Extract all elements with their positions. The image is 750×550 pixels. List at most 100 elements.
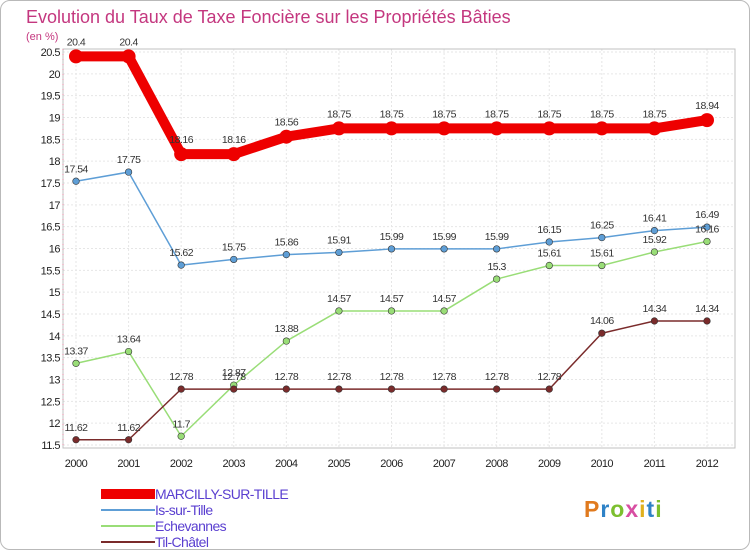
data-label: 14.57: [432, 293, 456, 305]
y-tick-label: 19: [49, 113, 61, 125]
data-label: 12.78: [432, 371, 456, 383]
data-label: 12.87: [222, 367, 246, 379]
data-point: [489, 121, 504, 136]
data-label: 16.25: [590, 220, 614, 232]
data-point: [282, 385, 290, 393]
data-point: [282, 251, 290, 259]
x-tick-label: 2004: [275, 458, 298, 470]
data-point: [230, 385, 238, 393]
data-label: 14.34: [695, 303, 719, 315]
data-label: 18.75: [537, 108, 561, 120]
data-label: 16.49: [695, 209, 719, 221]
data-point: [387, 245, 396, 253]
data-label: 15.99: [432, 231, 456, 243]
y-tick-label: 20: [49, 69, 61, 81]
data-label: 12.78: [485, 371, 509, 383]
data-label: 15.92: [643, 234, 667, 246]
y-tick-label: 19.5: [41, 91, 61, 103]
y-tick-label: 15.5: [41, 265, 61, 277]
data-point: [72, 436, 80, 444]
data-point: [493, 385, 501, 393]
data-labels: 20.4 20.4 18.16 18.16 18.56 18.75 18.75 18.75 18…: [64, 36, 720, 434]
y-tick-label: 13.5: [41, 353, 61, 365]
data-point: [230, 255, 238, 264]
data-label: 18.16: [169, 134, 193, 146]
data-label: 13.88: [274, 323, 298, 335]
data-label: 13.64: [117, 334, 141, 346]
data-label: 16.15: [537, 224, 561, 236]
data-point: [493, 275, 501, 283]
logo-letter: P: [584, 496, 600, 522]
series-layer: [69, 49, 714, 444]
data-point: [72, 359, 80, 367]
data-point: [650, 317, 659, 325]
data-point: [124, 436, 133, 444]
data-label: 20.4: [67, 36, 86, 48]
x-tick-label: 2006: [380, 458, 403, 470]
y-axis-unit: (en %): [26, 31, 58, 43]
data-point: [700, 113, 714, 128]
data-label: 14.57: [327, 293, 351, 305]
data-label: 18.94: [695, 100, 719, 112]
data-label: 11.62: [117, 422, 141, 434]
y-tick-label: 11.5: [41, 440, 60, 452]
x-tick-label: 2012: [696, 458, 719, 470]
data-label: 14.34: [643, 303, 667, 315]
y-tick-label: 17: [49, 200, 61, 212]
data-point: [72, 177, 80, 185]
data-point: [124, 168, 133, 176]
data-label: 15.99: [380, 231, 404, 243]
data-label: 18.75: [590, 108, 614, 120]
y-tick-label: 13: [49, 375, 61, 387]
data-label: 18.75: [485, 108, 509, 120]
data-point: [594, 121, 609, 136]
data-label: 15.61: [590, 248, 614, 260]
y-tick-label: 16.5: [41, 222, 61, 234]
y-tick-label: 20.5: [41, 47, 61, 59]
data-point: [69, 49, 83, 64]
logo-letter: i: [639, 496, 646, 522]
y-tick-label: 12.5: [41, 396, 61, 408]
data-point: [542, 121, 557, 136]
data-label: 15.91: [327, 234, 351, 246]
data-point: [703, 223, 711, 231]
legend-label-0: MARCILLY-SUR-TILLE: [155, 486, 288, 502]
data-point: [331, 121, 346, 136]
data-label: 15.75: [222, 241, 246, 253]
data-point: [226, 147, 241, 162]
data-point: [177, 385, 185, 393]
x-tick-label: 2007: [433, 458, 456, 470]
data-point: [335, 248, 343, 257]
x-tick-label: 2008: [485, 458, 508, 470]
data-label: 20.4: [119, 36, 138, 48]
data-label: 11.62: [65, 422, 89, 434]
data-point: [387, 385, 396, 393]
data-point: [545, 261, 553, 270]
data-point: [545, 238, 553, 246]
legend-label-1: Is-sur-Tille: [155, 502, 213, 518]
data-point: [703, 237, 711, 246]
data-point: [279, 129, 294, 144]
data-label: 14.57: [380, 293, 404, 305]
data-label: 12.78: [327, 371, 351, 383]
data-label: 18.75: [327, 108, 351, 120]
x-tick-label: 2010: [591, 458, 614, 470]
data-point: [440, 385, 448, 393]
data-point: [493, 245, 501, 253]
data-label: 15.3: [487, 261, 506, 273]
data-label: 18.75: [432, 108, 456, 120]
grid: [63, 49, 735, 448]
y-tick-label: 14: [49, 331, 61, 343]
data-label: 18.75: [643, 108, 667, 120]
logo-letter: r: [600, 496, 610, 522]
data-point: [335, 385, 343, 393]
logo-letter: x: [625, 496, 639, 522]
data-label: 13.37: [64, 345, 88, 357]
data-point: [647, 121, 662, 136]
y-tick-label: 18.5: [41, 134, 61, 146]
logo-letter: t: [647, 496, 656, 522]
data-label: 12.78: [537, 371, 561, 383]
legend-label-3: Til-Châtel: [155, 534, 209, 549]
